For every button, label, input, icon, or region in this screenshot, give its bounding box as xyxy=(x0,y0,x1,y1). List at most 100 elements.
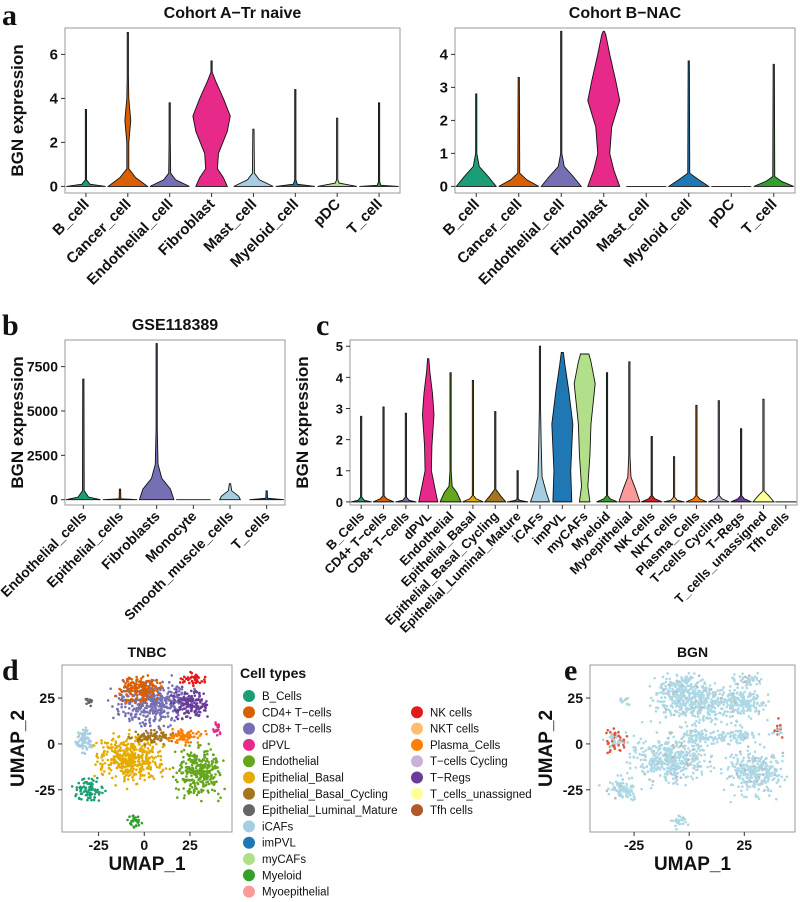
umap-point xyxy=(658,747,662,751)
umap-point xyxy=(80,792,84,795)
umap-point xyxy=(673,752,677,755)
umap-point xyxy=(675,750,679,754)
umap-point xyxy=(681,679,685,682)
umap-point xyxy=(101,763,104,766)
umap-point xyxy=(197,758,201,761)
umap-point xyxy=(742,756,745,760)
umap-point xyxy=(726,768,730,771)
y-tick-label: 3 xyxy=(336,401,343,416)
umap-point xyxy=(200,799,203,803)
umap-point xyxy=(727,765,730,769)
umap-point xyxy=(665,677,668,681)
umap-point xyxy=(692,756,695,760)
y-tick-label: 2 xyxy=(440,112,448,129)
umap-point xyxy=(182,748,186,752)
umap-point xyxy=(718,701,722,704)
umap-point xyxy=(132,826,136,829)
umap-point xyxy=(691,690,695,694)
umap-point xyxy=(197,676,200,679)
umap-point xyxy=(768,794,771,797)
umap-point xyxy=(698,711,701,714)
umap-point xyxy=(757,710,761,713)
umap-point xyxy=(648,761,651,765)
umap-point xyxy=(174,710,178,713)
umap-point xyxy=(762,789,766,793)
umap-point xyxy=(133,752,137,755)
umap-point xyxy=(175,700,179,704)
umap-point xyxy=(666,748,670,752)
legend-swatch xyxy=(243,722,255,735)
umap-point xyxy=(710,698,713,701)
umap-point xyxy=(199,773,202,777)
y-tick-label: 0 xyxy=(440,178,448,195)
umap-point xyxy=(160,775,164,778)
umap-point xyxy=(167,697,171,701)
umap-point xyxy=(767,733,771,736)
umap-point xyxy=(754,740,757,744)
umap-point xyxy=(750,693,753,696)
umap-point xyxy=(182,796,186,800)
umap-point xyxy=(120,705,123,709)
umap-point xyxy=(688,703,692,707)
umap-point xyxy=(126,818,129,822)
umap-point xyxy=(140,821,144,825)
umap-point xyxy=(145,766,149,770)
umap-point xyxy=(177,693,181,697)
umap-point xyxy=(741,706,745,710)
umap-point xyxy=(161,745,165,749)
umap-point xyxy=(666,689,670,692)
umap-point xyxy=(658,744,661,748)
umap-point xyxy=(686,751,690,754)
umap-point xyxy=(130,754,134,757)
umap-point xyxy=(746,773,750,777)
umap-point xyxy=(729,693,732,697)
umap-point xyxy=(203,765,207,768)
umap-point xyxy=(712,742,716,745)
umap-point xyxy=(178,767,182,771)
umap-point xyxy=(128,728,131,732)
x-tick-label: T_cell xyxy=(738,196,780,238)
umap-point xyxy=(655,731,659,734)
umap-point xyxy=(187,711,191,715)
violin-cd8-t-cells xyxy=(395,412,417,503)
umap-point xyxy=(137,760,141,764)
umap-point xyxy=(149,731,153,735)
umap-point xyxy=(84,786,88,789)
y-tick-label: 4 xyxy=(50,90,59,107)
umap-point xyxy=(743,773,747,776)
umap-point xyxy=(774,759,778,763)
umap-point xyxy=(145,753,149,757)
umap-point xyxy=(189,729,193,733)
umap-point xyxy=(685,710,688,713)
umap-point xyxy=(747,699,750,703)
umap-point xyxy=(746,695,750,699)
umap-point xyxy=(750,764,754,768)
umap-point xyxy=(117,744,121,748)
umap-point xyxy=(677,699,680,703)
umap-point xyxy=(143,774,146,777)
umap-point xyxy=(710,736,714,740)
umap-point xyxy=(731,783,735,787)
umap-point xyxy=(92,744,96,747)
umap-point xyxy=(771,753,774,757)
umap-point xyxy=(753,785,756,789)
umap-point xyxy=(738,693,742,697)
umap-point xyxy=(628,761,632,765)
umap-point xyxy=(737,707,740,711)
umap-point xyxy=(184,702,188,705)
umap-point xyxy=(778,723,782,727)
umap-point xyxy=(128,747,132,751)
umap-point xyxy=(738,729,741,733)
umap-point xyxy=(173,750,177,754)
umap-point xyxy=(752,702,756,705)
umap-point xyxy=(701,686,705,689)
umap-point xyxy=(766,693,770,696)
umap-point xyxy=(749,700,752,703)
umap-point xyxy=(648,704,652,708)
umap-point xyxy=(167,686,170,690)
umap-point xyxy=(621,778,624,782)
umap-point xyxy=(765,756,768,760)
umap-point xyxy=(628,766,632,770)
umap-point xyxy=(629,797,633,801)
umap-point xyxy=(134,683,137,686)
